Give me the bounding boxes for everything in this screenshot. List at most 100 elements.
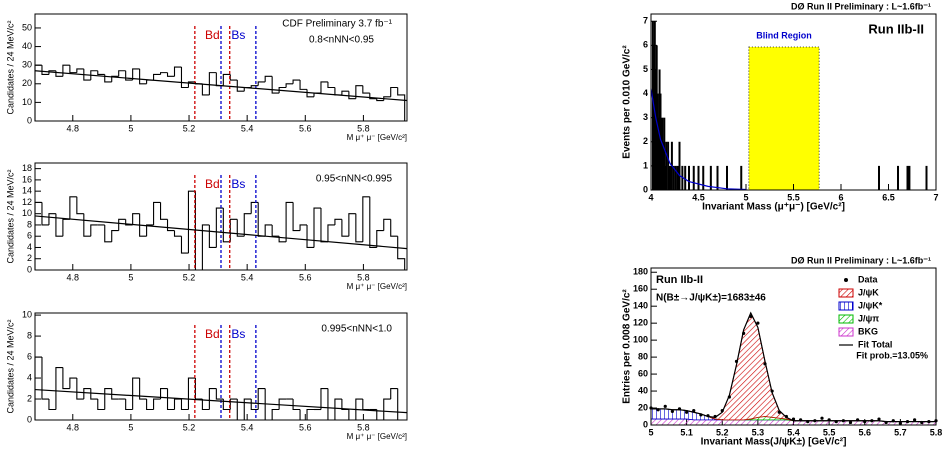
data-point — [905, 420, 910, 424]
histogram-bin — [111, 388, 119, 400]
histogram-bin — [278, 86, 287, 94]
histogram-bin — [250, 399, 259, 411]
x-tick-label: 6.5 — [882, 192, 895, 202]
x-tick-label: 6 — [838, 192, 843, 202]
histogram-bin — [667, 141, 670, 190]
legend-label: J/ψK — [858, 287, 879, 297]
histogram-bin — [271, 76, 280, 94]
histogram-bin — [69, 377, 77, 389]
histogram-bin — [104, 387, 112, 410]
histogram-bin — [383, 398, 391, 420]
histogram-bin — [229, 218, 238, 242]
mass-window-label: Bd — [205, 28, 220, 42]
histogram-bin — [676, 165, 679, 190]
annotation: N(B±→J/ψK±)=1683±46 — [656, 293, 766, 304]
histogram-bin — [390, 219, 398, 237]
data-point — [692, 408, 696, 413]
histogram-bin — [327, 388, 335, 421]
data-point — [848, 420, 853, 425]
y-tick-label: 2 — [643, 136, 648, 146]
histogram-bin — [348, 213, 356, 237]
histogram-bin — [118, 218, 126, 231]
mass-window-label: Bd — [205, 177, 220, 191]
y-tick-label: 0 — [643, 419, 648, 429]
data-point — [920, 420, 924, 425]
histogram-bin — [236, 80, 245, 92]
histogram-bin — [90, 388, 98, 400]
histogram-bin — [208, 224, 217, 249]
histogram-bin — [90, 70, 98, 81]
data-point — [884, 420, 888, 425]
y-tick-label: 80 — [638, 351, 648, 361]
histogram-bin — [160, 72, 168, 75]
histogram-bin — [90, 224, 98, 237]
histogram-bin — [173, 230, 182, 237]
fit-curve — [34, 215, 408, 250]
histogram-bin — [222, 73, 231, 86]
annotation: 0.95<nNN<0.995 — [316, 174, 393, 185]
x-tick-label: 5 — [648, 427, 653, 437]
annotation: 0.995<nNN<1.0 — [321, 324, 392, 335]
histogram-bin — [726, 165, 728, 190]
histogram-bin — [34, 356, 42, 420]
histogram-bin — [376, 98, 384, 102]
mass-window-label: Bd — [205, 327, 220, 341]
histogram-bin — [160, 202, 168, 220]
legend-marker — [838, 314, 854, 324]
histogram-bin — [34, 64, 42, 121]
data-point — [763, 362, 767, 366]
data-point — [891, 419, 895, 423]
x-tick-label: 5.6 — [858, 427, 871, 437]
histogram-bin — [201, 399, 210, 411]
legend-label: BKG — [858, 326, 878, 336]
y-axis-title: Candidates / 24 MeV/c² — [5, 169, 15, 263]
histogram-bin — [341, 399, 349, 411]
histogram-bin — [48, 213, 56, 225]
data-point — [927, 420, 931, 424]
data-point — [806, 420, 810, 424]
annotation: Run IIb-II — [868, 21, 924, 36]
x-tick-label: 5.1 — [680, 427, 693, 437]
histogram-bin — [187, 81, 196, 88]
y-axis-title: Entries per 0.008 GeV/c² — [622, 289, 633, 404]
data-point — [813, 419, 817, 423]
data-point — [685, 410, 689, 414]
histogram-bin — [341, 90, 349, 95]
histogram-bin — [341, 219, 349, 237]
histogram-bin — [369, 196, 377, 249]
histogram-bin — [669, 165, 671, 190]
data-point — [734, 359, 739, 363]
y-tick-label: 0 — [27, 115, 32, 125]
histogram-bin — [132, 68, 140, 81]
data-point — [749, 314, 753, 318]
y-axis-title: Candidates / 24 MeV/c² — [5, 20, 15, 114]
histogram-bin — [55, 213, 63, 237]
data-point — [863, 420, 867, 424]
histogram-bin — [278, 398, 287, 410]
histogram-bin — [69, 65, 77, 74]
histogram-bin — [97, 399, 105, 411]
histogram-bin — [76, 378, 84, 400]
histogram-bin — [362, 196, 370, 242]
blind-region-label: Blind Region — [756, 30, 812, 40]
x-tick-label: 5.5 — [823, 427, 836, 437]
histogram-bin — [390, 387, 398, 400]
histogram-bin — [306, 89, 314, 98]
histogram-bin — [166, 388, 175, 411]
y-tick-label: 100 — [633, 335, 648, 345]
histogram-bin — [146, 224, 154, 237]
y-axis-title: Candidates / 24 MeV/c² — [5, 319, 15, 413]
histogram-bin — [125, 70, 133, 81]
data-point — [820, 416, 824, 420]
histogram-bin — [716, 165, 719, 190]
histogram-bin — [236, 219, 245, 237]
histogram-bin — [665, 141, 668, 190]
histogram-bin — [243, 398, 252, 420]
x-tick-label: 5.4 — [241, 422, 254, 432]
data-point — [834, 420, 838, 424]
annotation: 0.8<nNN<0.95 — [309, 35, 374, 46]
histogram-bin — [355, 213, 363, 243]
histogram-bin — [257, 81, 266, 86]
histogram-bin — [139, 213, 147, 237]
